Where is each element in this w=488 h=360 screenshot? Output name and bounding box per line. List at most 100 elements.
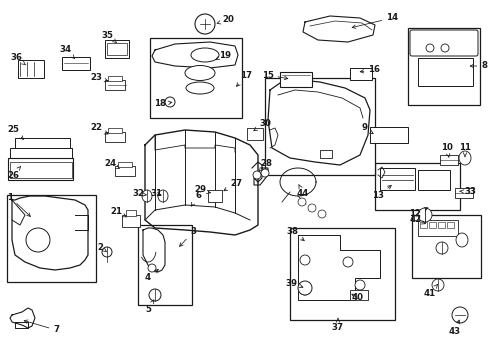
- Bar: [280, 72, 311, 87]
- Circle shape: [148, 264, 156, 272]
- Bar: [417, 58, 472, 86]
- Bar: [349, 68, 371, 80]
- Text: 23: 23: [90, 72, 108, 82]
- Circle shape: [307, 204, 315, 212]
- Text: 37: 37: [331, 318, 344, 332]
- Bar: [18, 60, 44, 78]
- Text: 41: 41: [423, 284, 437, 297]
- Text: 5: 5: [145, 300, 154, 315]
- Text: 15: 15: [262, 71, 287, 80]
- Bar: [417, 220, 457, 236]
- Bar: [319, 150, 331, 158]
- Bar: [454, 188, 472, 198]
- Circle shape: [417, 208, 431, 222]
- Bar: [105, 132, 125, 142]
- Circle shape: [164, 97, 175, 107]
- Bar: [437, 222, 444, 228]
- Bar: [411, 215, 480, 278]
- Bar: [105, 80, 125, 90]
- Text: 17: 17: [236, 72, 251, 86]
- Circle shape: [297, 281, 311, 295]
- Text: 10: 10: [440, 144, 452, 157]
- Bar: [138, 225, 192, 305]
- Text: 29: 29: [194, 185, 210, 194]
- Circle shape: [299, 255, 309, 265]
- Bar: [349, 290, 367, 300]
- Circle shape: [435, 242, 447, 254]
- Bar: [108, 128, 122, 133]
- Circle shape: [354, 280, 364, 290]
- Bar: [107, 43, 127, 55]
- Bar: [115, 166, 135, 176]
- Circle shape: [102, 247, 112, 257]
- Text: 12: 12: [408, 207, 427, 217]
- Bar: [417, 170, 449, 190]
- Text: 16: 16: [360, 66, 379, 75]
- Text: 39: 39: [285, 279, 302, 288]
- Bar: [446, 222, 453, 228]
- Circle shape: [425, 44, 433, 52]
- Text: 25: 25: [7, 125, 23, 139]
- Ellipse shape: [185, 82, 214, 94]
- Text: 30: 30: [253, 118, 270, 131]
- Text: 27: 27: [224, 179, 242, 191]
- Ellipse shape: [142, 190, 152, 202]
- Text: 3: 3: [179, 228, 196, 246]
- Circle shape: [195, 14, 215, 34]
- Text: 35: 35: [101, 31, 117, 43]
- Circle shape: [342, 257, 352, 267]
- Text: 18: 18: [154, 99, 171, 108]
- Text: 31: 31: [150, 189, 162, 198]
- Text: 8: 8: [469, 62, 486, 71]
- Text: 21: 21: [110, 207, 126, 217]
- Text: 7: 7: [24, 320, 59, 334]
- Bar: [126, 210, 136, 216]
- Ellipse shape: [455, 233, 467, 247]
- Text: 26: 26: [7, 167, 20, 180]
- Text: 34: 34: [60, 45, 74, 58]
- Circle shape: [297, 198, 305, 206]
- Circle shape: [261, 169, 268, 177]
- Text: 24: 24: [104, 158, 119, 168]
- Text: 33: 33: [459, 188, 475, 197]
- Bar: [419, 222, 426, 228]
- Bar: [428, 222, 435, 228]
- Text: 6: 6: [191, 192, 201, 206]
- Text: 43: 43: [448, 320, 460, 337]
- Text: 14: 14: [351, 13, 397, 28]
- Bar: [407, 28, 479, 105]
- Circle shape: [299, 285, 309, 295]
- Circle shape: [26, 228, 50, 252]
- Bar: [62, 57, 90, 70]
- Text: 20: 20: [217, 15, 233, 24]
- Bar: [105, 40, 129, 58]
- Text: 4: 4: [144, 269, 158, 283]
- Bar: [150, 38, 242, 118]
- Circle shape: [149, 289, 161, 301]
- Bar: [207, 190, 222, 202]
- Circle shape: [431, 279, 443, 291]
- Ellipse shape: [158, 190, 168, 202]
- Bar: [7, 195, 96, 282]
- Text: 44: 44: [296, 184, 308, 198]
- Ellipse shape: [184, 66, 215, 81]
- Bar: [10, 148, 72, 166]
- Text: 13: 13: [371, 185, 390, 201]
- Text: 42: 42: [409, 216, 425, 225]
- Text: 38: 38: [285, 226, 304, 240]
- Bar: [379, 168, 414, 190]
- Bar: [10, 162, 72, 178]
- Bar: [374, 163, 459, 210]
- Circle shape: [451, 307, 467, 323]
- Text: 32: 32: [132, 189, 146, 198]
- Text: 1: 1: [7, 193, 30, 216]
- Ellipse shape: [458, 151, 470, 165]
- Bar: [369, 127, 407, 143]
- Circle shape: [317, 210, 325, 218]
- Bar: [122, 215, 140, 227]
- Bar: [246, 128, 263, 140]
- Circle shape: [440, 44, 448, 52]
- Circle shape: [252, 171, 261, 179]
- Bar: [439, 155, 457, 165]
- Text: 19: 19: [215, 50, 230, 60]
